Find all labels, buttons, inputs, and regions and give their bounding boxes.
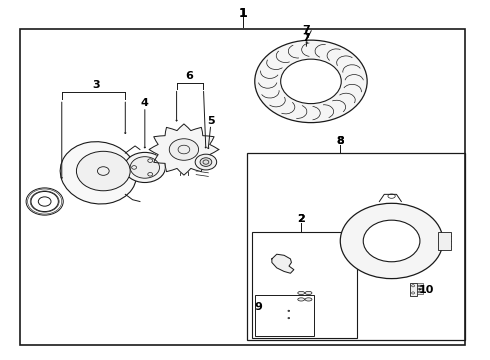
Text: 3: 3 <box>92 80 100 90</box>
Circle shape <box>130 157 159 178</box>
Ellipse shape <box>298 298 305 301</box>
Bar <box>417 292 423 294</box>
Text: 8: 8 <box>337 136 344 146</box>
Ellipse shape <box>60 142 137 204</box>
Bar <box>255 295 314 336</box>
Bar <box>417 289 423 291</box>
Text: 1: 1 <box>238 7 247 20</box>
Text: 2: 2 <box>297 214 305 224</box>
Circle shape <box>124 152 165 183</box>
Bar <box>410 283 417 296</box>
Text: 10: 10 <box>419 285 435 296</box>
Ellipse shape <box>298 291 305 294</box>
Text: 7: 7 <box>302 33 310 43</box>
Text: 5: 5 <box>207 116 215 126</box>
Bar <box>20 30 465 345</box>
Circle shape <box>195 154 217 170</box>
Bar <box>417 283 423 285</box>
Bar <box>252 232 357 338</box>
Circle shape <box>169 139 198 160</box>
Bar <box>438 232 451 250</box>
Text: 7: 7 <box>302 25 310 35</box>
Circle shape <box>76 151 130 191</box>
Polygon shape <box>272 254 294 273</box>
Text: 9: 9 <box>254 302 262 312</box>
Ellipse shape <box>305 291 312 294</box>
Ellipse shape <box>305 298 312 301</box>
Text: 2: 2 <box>297 215 305 224</box>
Circle shape <box>255 40 367 123</box>
Bar <box>247 153 465 339</box>
Text: 1: 1 <box>238 7 247 20</box>
Text: 8: 8 <box>337 136 344 146</box>
Text: 6: 6 <box>185 71 193 81</box>
Circle shape <box>363 220 420 262</box>
Circle shape <box>200 158 212 166</box>
Bar <box>417 286 423 288</box>
Circle shape <box>340 203 443 279</box>
Polygon shape <box>149 124 219 175</box>
Circle shape <box>281 59 341 104</box>
Text: 4: 4 <box>141 98 149 108</box>
